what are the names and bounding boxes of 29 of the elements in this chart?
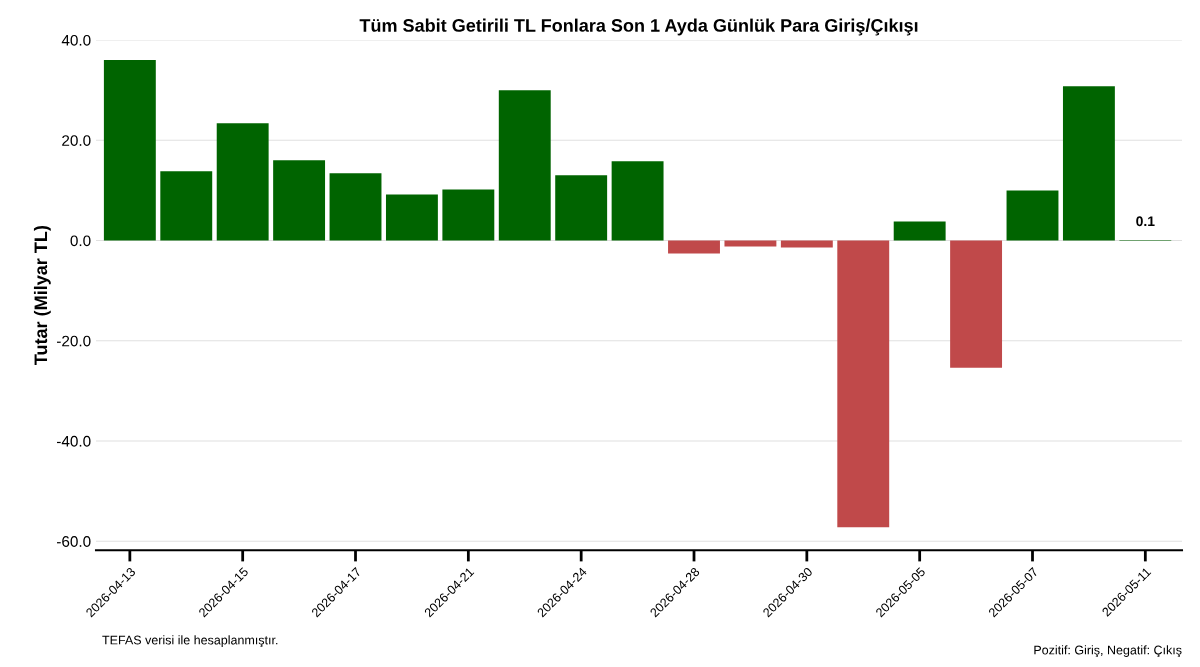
bar [160,171,213,241]
y-tick-label: 40.0 [61,34,91,46]
bar [837,240,890,528]
chart-title: Tüm Sabit Getirili TL Fonlara Son 1 Ayda Günlük Para Giriş/Çıkışı [359,18,918,36]
bar [216,123,269,241]
y-tick-label: 0.0 [70,235,91,247]
bar [780,240,833,248]
bar [555,175,608,241]
y-tick-label: -40.0 [57,435,91,447]
bar [950,240,1003,368]
bar [273,160,326,241]
bar [103,60,156,241]
data-label: 0.1 [1136,216,1155,227]
bar [442,189,495,241]
bar [724,240,777,247]
bar [1062,86,1115,241]
y-axis-title: Tutar (Milyar TL) [33,225,51,365]
bar [611,161,664,241]
bar [1006,190,1059,241]
bar [893,221,946,241]
text: TEFAS verisi ile hesaplanmıştır. [102,635,278,647]
text: Pozitif: Giriş, Negatif: Çıkış [1034,645,1182,657]
bar [329,173,382,241]
y-tick-label: -20.0 [57,335,91,347]
bar [385,194,438,241]
y-tick-label: -60.0 [57,536,91,547]
bar [498,90,551,241]
bar [668,240,720,254]
y-tick-label: 20.0 [62,135,91,146]
